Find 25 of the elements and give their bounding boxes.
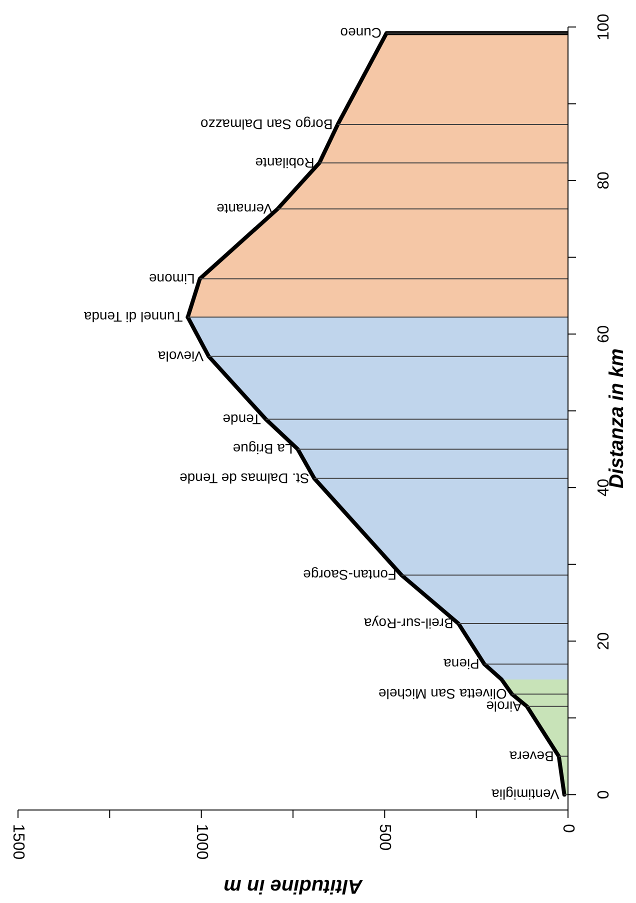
- annotation: Tunnel di Tenda: [84, 309, 183, 326]
- y-tick-label: 80: [596, 172, 612, 190]
- y-tick-label: 0: [596, 790, 612, 800]
- y-tick-label: 20: [596, 632, 612, 650]
- x-tick-label: 1000: [192, 824, 210, 860]
- annotation: Borgo San Dalmazzo: [200, 116, 333, 132]
- annotation: Piena: [443, 656, 480, 672]
- annotation: St. Dalmas de Tende: [179, 470, 310, 486]
- annotation: Vievola: [158, 348, 204, 364]
- annotation: Robilante: [255, 154, 314, 171]
- annotation: Cuneo: [340, 25, 382, 42]
- x-tick-label: 500: [376, 824, 394, 851]
- annotation: La Brigue: [232, 441, 293, 458]
- annotation: Ventimiglia: [491, 786, 560, 803]
- annotation: Vernante: [216, 200, 273, 217]
- x-axis-title: Altitudine in m: [224, 875, 364, 897]
- y-tick-label: 100: [596, 14, 612, 40]
- x-tick-label: 0: [560, 824, 576, 833]
- annotation: Fontan-Saorge: [302, 567, 397, 584]
- x-tick-label: 1500: [10, 824, 26, 860]
- y-tick-label: 60: [596, 325, 612, 343]
- annotation: Limone: [148, 270, 195, 287]
- annotation: Tende: [222, 411, 261, 428]
- annotation: Breil-sur-Roya: [364, 615, 454, 632]
- annotation: Bevera: [509, 748, 554, 764]
